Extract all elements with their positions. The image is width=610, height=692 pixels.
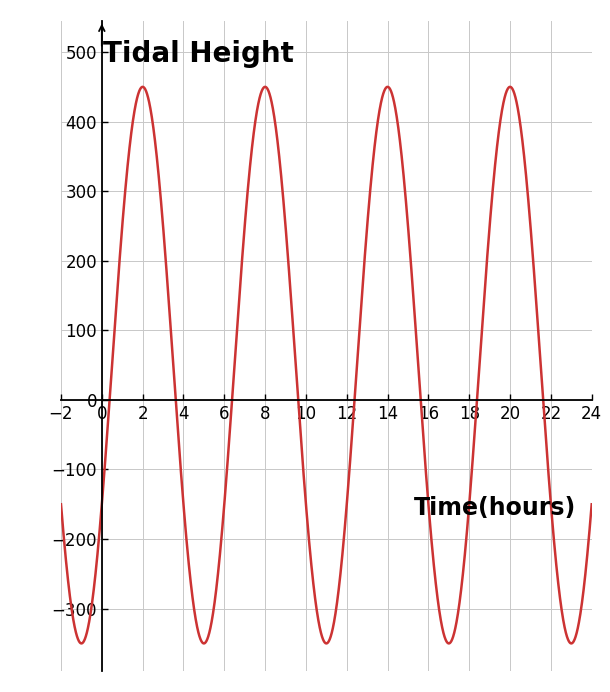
- Text: Time(hours): Time(hours): [414, 495, 576, 520]
- Text: Tidal Height: Tidal Height: [104, 40, 295, 69]
